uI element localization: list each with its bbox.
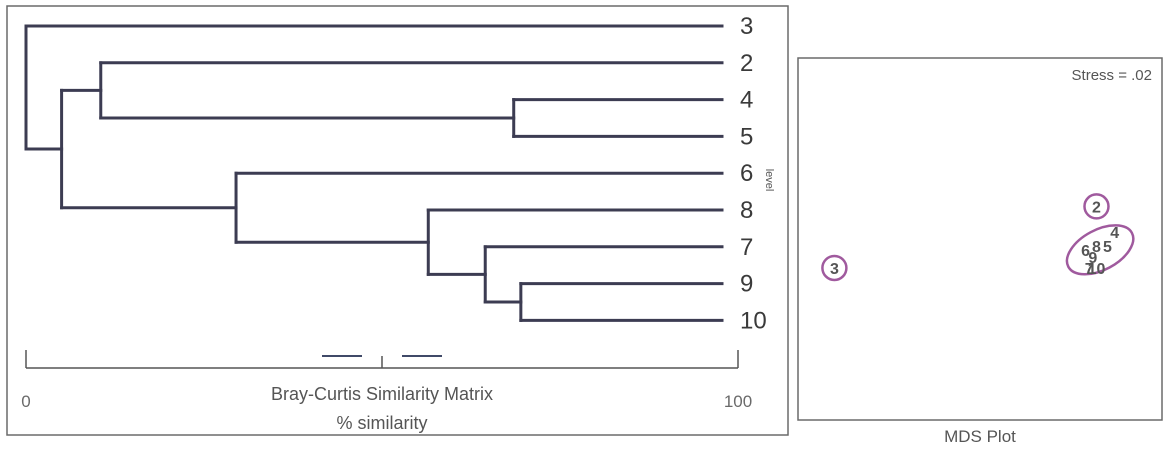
dendrogram-branches	[24, 24, 724, 322]
dendrogram-leaf-labels: 3 2 4 5 6 8 7 9 10	[740, 13, 767, 334]
level-label: level	[763, 169, 775, 192]
leaf-label: 2	[740, 50, 753, 77]
mds-title: MDS Plot	[944, 427, 1016, 446]
similarity-axis: 0 100 Bray-Curtis Similarity Matrix % si…	[21, 350, 752, 433]
mds-group-rings	[821, 193, 1135, 282]
group-ring	[1065, 224, 1135, 276]
leaf-label: 3	[740, 13, 753, 40]
dendrogram-frame	[6, 5, 789, 436]
mds-point-label: 10	[1088, 261, 1106, 278]
tick-label-max: 100	[724, 392, 752, 411]
mds-point-label: 7	[1085, 261, 1094, 278]
leaf-label: 5	[740, 123, 753, 150]
group-ring	[1083, 193, 1110, 220]
x-axis-label: % similarity	[336, 413, 427, 433]
leaf-label: 7	[740, 234, 753, 261]
leaf-label: 8	[740, 197, 753, 224]
dendrogram-panel: 3 2 4 5 6 8 7 9 10 0 100 Bray-Curtis Similarity …	[6, 5, 789, 436]
dendrogram-title: Bray-Curtis Similarity Matrix	[271, 384, 493, 404]
mds-frame	[797, 57, 1163, 421]
tick-label-min: 0	[21, 392, 30, 411]
leaf-label: 10	[740, 307, 767, 334]
mds-point-label: 3	[830, 261, 839, 278]
mds-point-label: 8	[1092, 239, 1101, 256]
leaf-label: 6	[740, 160, 753, 187]
group-ring	[821, 254, 848, 282]
leaf-label: 9	[740, 271, 753, 298]
mds-point-label: 2	[1092, 199, 1101, 216]
leaf-label: 4	[740, 87, 753, 114]
mds-point-label: 9	[1088, 250, 1097, 267]
mds-point-label: 4	[1110, 225, 1119, 242]
stress-annotation: Stress = .02	[1072, 67, 1152, 84]
mds-point-label: 6	[1081, 243, 1090, 260]
mds-point-label: 5	[1103, 239, 1112, 256]
